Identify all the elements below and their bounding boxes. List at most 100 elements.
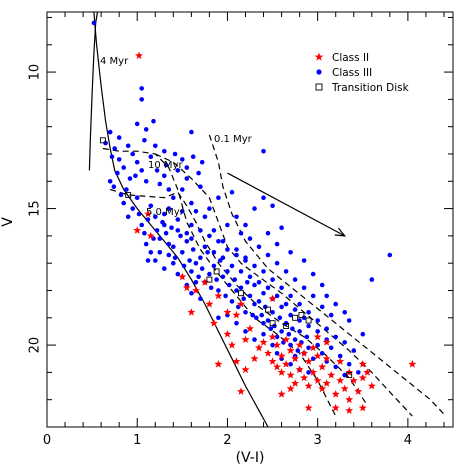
class-iii-point [265,230,271,236]
class-iii-point [180,250,185,255]
class-iii-point [245,280,250,285]
class-iii-point [202,244,208,250]
class-iii-point [220,255,226,260]
class-iii-point [171,244,176,250]
class-ii-point [273,340,282,349]
class-iii-point [306,370,311,375]
class-iii-point [315,318,321,323]
x-tick-label: 1 [133,433,141,448]
class-iii-point [211,250,217,255]
isochrone-curve-1 [93,11,269,428]
class-iii-point [234,252,239,258]
class-iii-point [288,250,293,255]
class-iii-point [148,250,154,255]
legend-marker-class-iii [316,69,322,75]
class-iii-point [175,217,181,222]
class-iii-point [121,165,126,170]
class-iii-point [196,274,201,280]
class-ii-point [187,308,196,316]
class-ii-point [322,338,331,346]
class-ii-point [268,332,277,341]
class-ii-point [358,360,367,368]
class-iii-point [225,222,230,228]
class-iii-point [274,351,280,356]
legend-square-icon [315,83,323,91]
class-ii-point [318,362,327,371]
transition-disk-point [292,314,299,321]
class-iii-point [265,318,271,323]
reddening-vector-arrow [227,172,346,237]
class-iii-point [134,195,140,200]
class-iii-point [139,86,144,91]
isochrone-label-0-1myr: 0.1 Myr [214,134,253,145]
y-tick-label: 20 [28,337,43,354]
class-ii-point [291,354,300,363]
class-iii-point [252,301,257,307]
class-iii-point [346,318,352,323]
class-iii-point [116,157,122,162]
class-iii-point [134,121,140,127]
class-iii-point [162,148,167,154]
class-iii-point [369,277,375,282]
class-iii-point [223,293,228,299]
class-iii-point [196,170,201,176]
class-ii-point [146,231,155,240]
class-iii-point [175,228,181,233]
class-ii-point [313,332,322,341]
class-iii-point [216,288,221,293]
class-iii-point [283,269,289,274]
class-ii-point [232,310,241,319]
class-ii-point [205,299,214,308]
transition-disk-point [283,323,290,329]
class-iii-point [220,274,226,280]
class-iii-point [143,127,149,132]
class-iii-point [274,241,280,247]
class-ii-point [286,370,295,379]
class-iii-point [162,222,167,228]
class-ii-point [358,373,367,382]
class-iii-point [252,337,257,342]
class-iii-point [261,269,266,274]
class-iii-point [145,258,151,263]
class-ii-point [214,291,223,300]
class-ii-point [304,357,313,365]
class-ii-point [295,365,304,374]
class-iii-point [229,263,235,269]
y-tick-label: 15 [28,200,43,217]
transition-disk-point [238,290,244,297]
class-iii-point [189,236,194,241]
class-ii-point [255,343,263,352]
class-iii-point [109,154,115,159]
class-ii-point [358,403,367,412]
class-iii-point [107,129,113,135]
class-iii-point [238,269,244,274]
class-iii-point [130,206,135,211]
class-iii-point [297,329,302,334]
class-iii-point [166,187,172,192]
class-iii-point [136,211,142,217]
class-ii-point [304,403,313,412]
class-iii-point [169,225,174,230]
class-iii-point [256,280,262,285]
class-iii-point [315,342,321,348]
class-ii-point [345,406,354,414]
class-iii-point [265,252,271,258]
class-iii-point [261,331,266,337]
class-iii-point [178,233,183,239]
class-iii-point [241,296,246,302]
legend-marker-class-ii [314,52,324,61]
isochrone-label-10myr: 10 Myr [148,160,183,171]
class-ii-point [135,51,143,60]
class-iii-point [279,225,284,230]
class-iii-point [234,320,239,326]
class-iii-point [243,222,248,228]
class-iii-point [337,353,343,359]
class-iii-point [247,236,253,241]
legend-dot-icon [316,69,322,75]
legend-marker-transition-disk [315,83,323,91]
class-iii-point [162,173,167,179]
class-iii-point [193,260,199,266]
class-iii-point [274,334,280,340]
transition-disk-point [99,137,106,144]
